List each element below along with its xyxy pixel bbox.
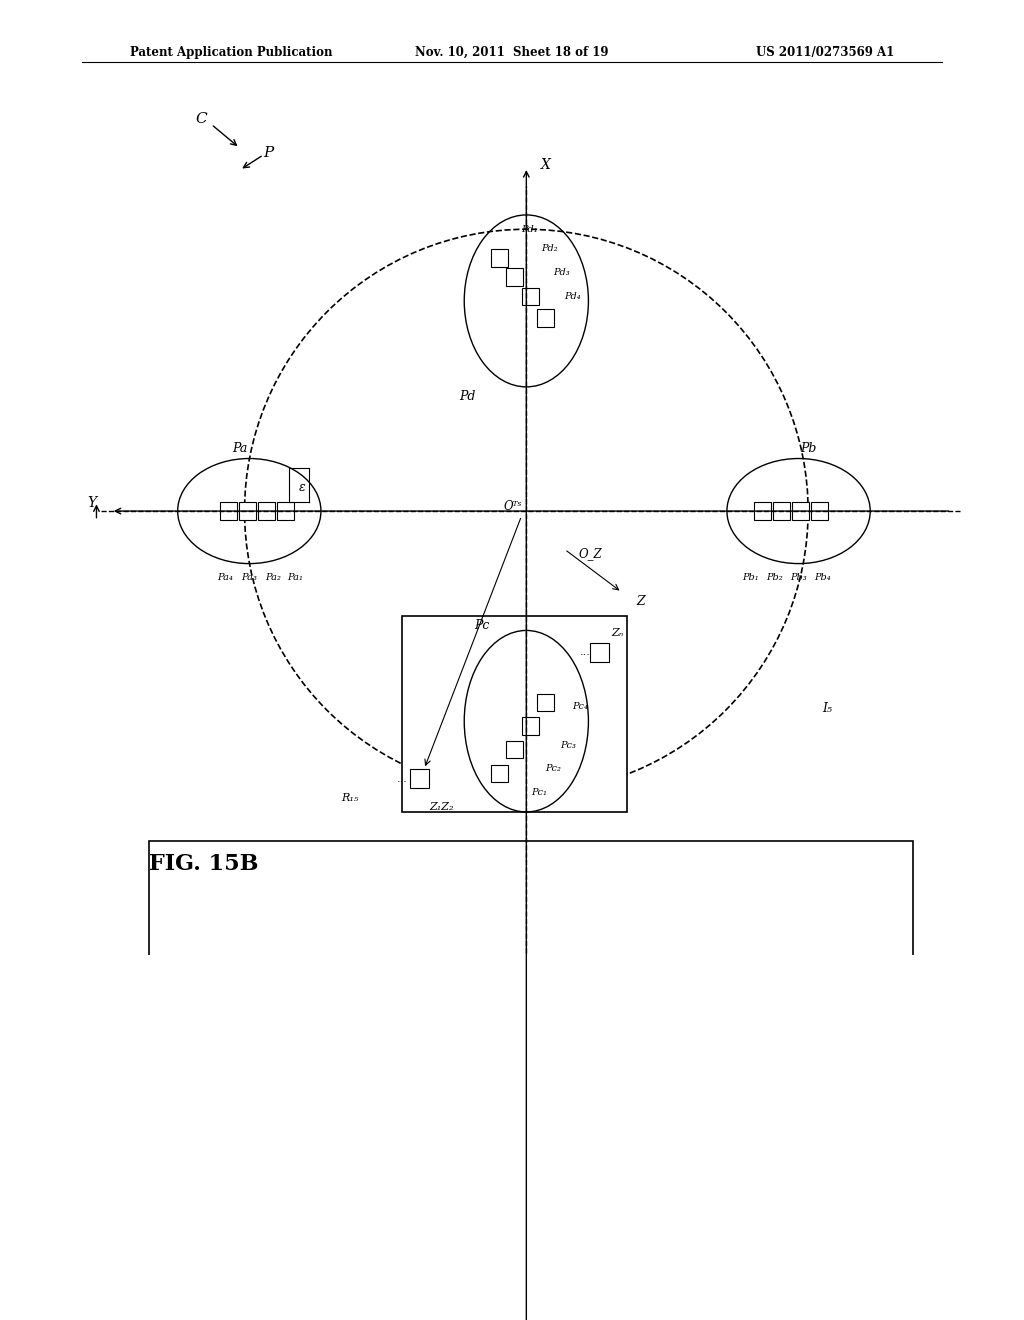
Text: X: X (541, 158, 551, 172)
Text: Pa: Pa (232, 442, 248, 455)
Bar (490, 249, 508, 267)
Text: Pc₂: Pc₂ (546, 764, 561, 774)
Text: Pc₁: Pc₁ (531, 788, 547, 797)
Text: Pd: Pd (460, 389, 476, 403)
Bar (521, 717, 539, 734)
Bar (792, 503, 809, 520)
Text: C: C (196, 112, 207, 127)
Text: Pc₃: Pc₃ (560, 741, 575, 750)
Bar (521, 288, 539, 305)
Bar (773, 503, 790, 520)
Text: Pb₂: Pb₂ (766, 573, 783, 582)
Text: I₅: I₅ (822, 702, 833, 715)
Text: ...: ... (580, 647, 590, 657)
Text: Zₙ: Zₙ (611, 628, 624, 638)
Text: Pa₂: Pa₂ (265, 573, 282, 582)
Bar (537, 309, 554, 326)
Text: Pd₂: Pd₂ (541, 244, 557, 253)
Bar (590, 643, 609, 663)
Text: Z: Z (636, 595, 645, 609)
Text: Pa₄: Pa₄ (217, 573, 233, 582)
Text: ε: ε (298, 480, 305, 494)
Bar (402, 616, 627, 812)
Text: Oᵀˢ: Oᵀˢ (503, 500, 521, 512)
Text: Pa₁: Pa₁ (287, 573, 303, 582)
Text: Z₁Z₂: Z₁Z₂ (429, 803, 454, 812)
Text: Pb₄: Pb₄ (814, 573, 830, 582)
Bar (150, 841, 913, 1320)
Bar (490, 766, 508, 783)
Text: Pa₃: Pa₃ (242, 573, 257, 582)
Text: Pc: Pc (474, 619, 489, 632)
Text: R₁₅: R₁₅ (341, 792, 358, 803)
Text: FIG. 15B: FIG. 15B (150, 854, 258, 875)
Bar (278, 503, 294, 520)
Text: Pb₃: Pb₃ (791, 573, 807, 582)
Bar (754, 503, 771, 520)
Text: Nov. 10, 2011  Sheet 18 of 19: Nov. 10, 2011 Sheet 18 of 19 (416, 46, 608, 59)
Bar (537, 693, 554, 710)
Text: O_Z: O_Z (579, 548, 602, 561)
Bar (410, 770, 429, 788)
Text: Pd₄: Pd₄ (564, 292, 582, 301)
Text: Y: Y (87, 496, 96, 511)
Bar (239, 503, 256, 520)
Bar (220, 503, 237, 520)
Text: Pb₁: Pb₁ (742, 573, 759, 582)
Text: Pc₄: Pc₄ (572, 702, 588, 711)
Bar (506, 742, 523, 759)
Text: ...: ... (397, 774, 408, 784)
Bar (811, 503, 828, 520)
Text: US 2011/0273569 A1: US 2011/0273569 A1 (756, 46, 894, 59)
Text: Pd₁: Pd₁ (521, 224, 539, 234)
Text: Pb: Pb (800, 442, 816, 455)
Text: Pd₃: Pd₃ (553, 268, 569, 277)
Bar (506, 268, 523, 285)
Bar (258, 503, 275, 520)
Text: Patent Application Publication: Patent Application Publication (130, 46, 333, 59)
Text: P: P (263, 145, 273, 160)
